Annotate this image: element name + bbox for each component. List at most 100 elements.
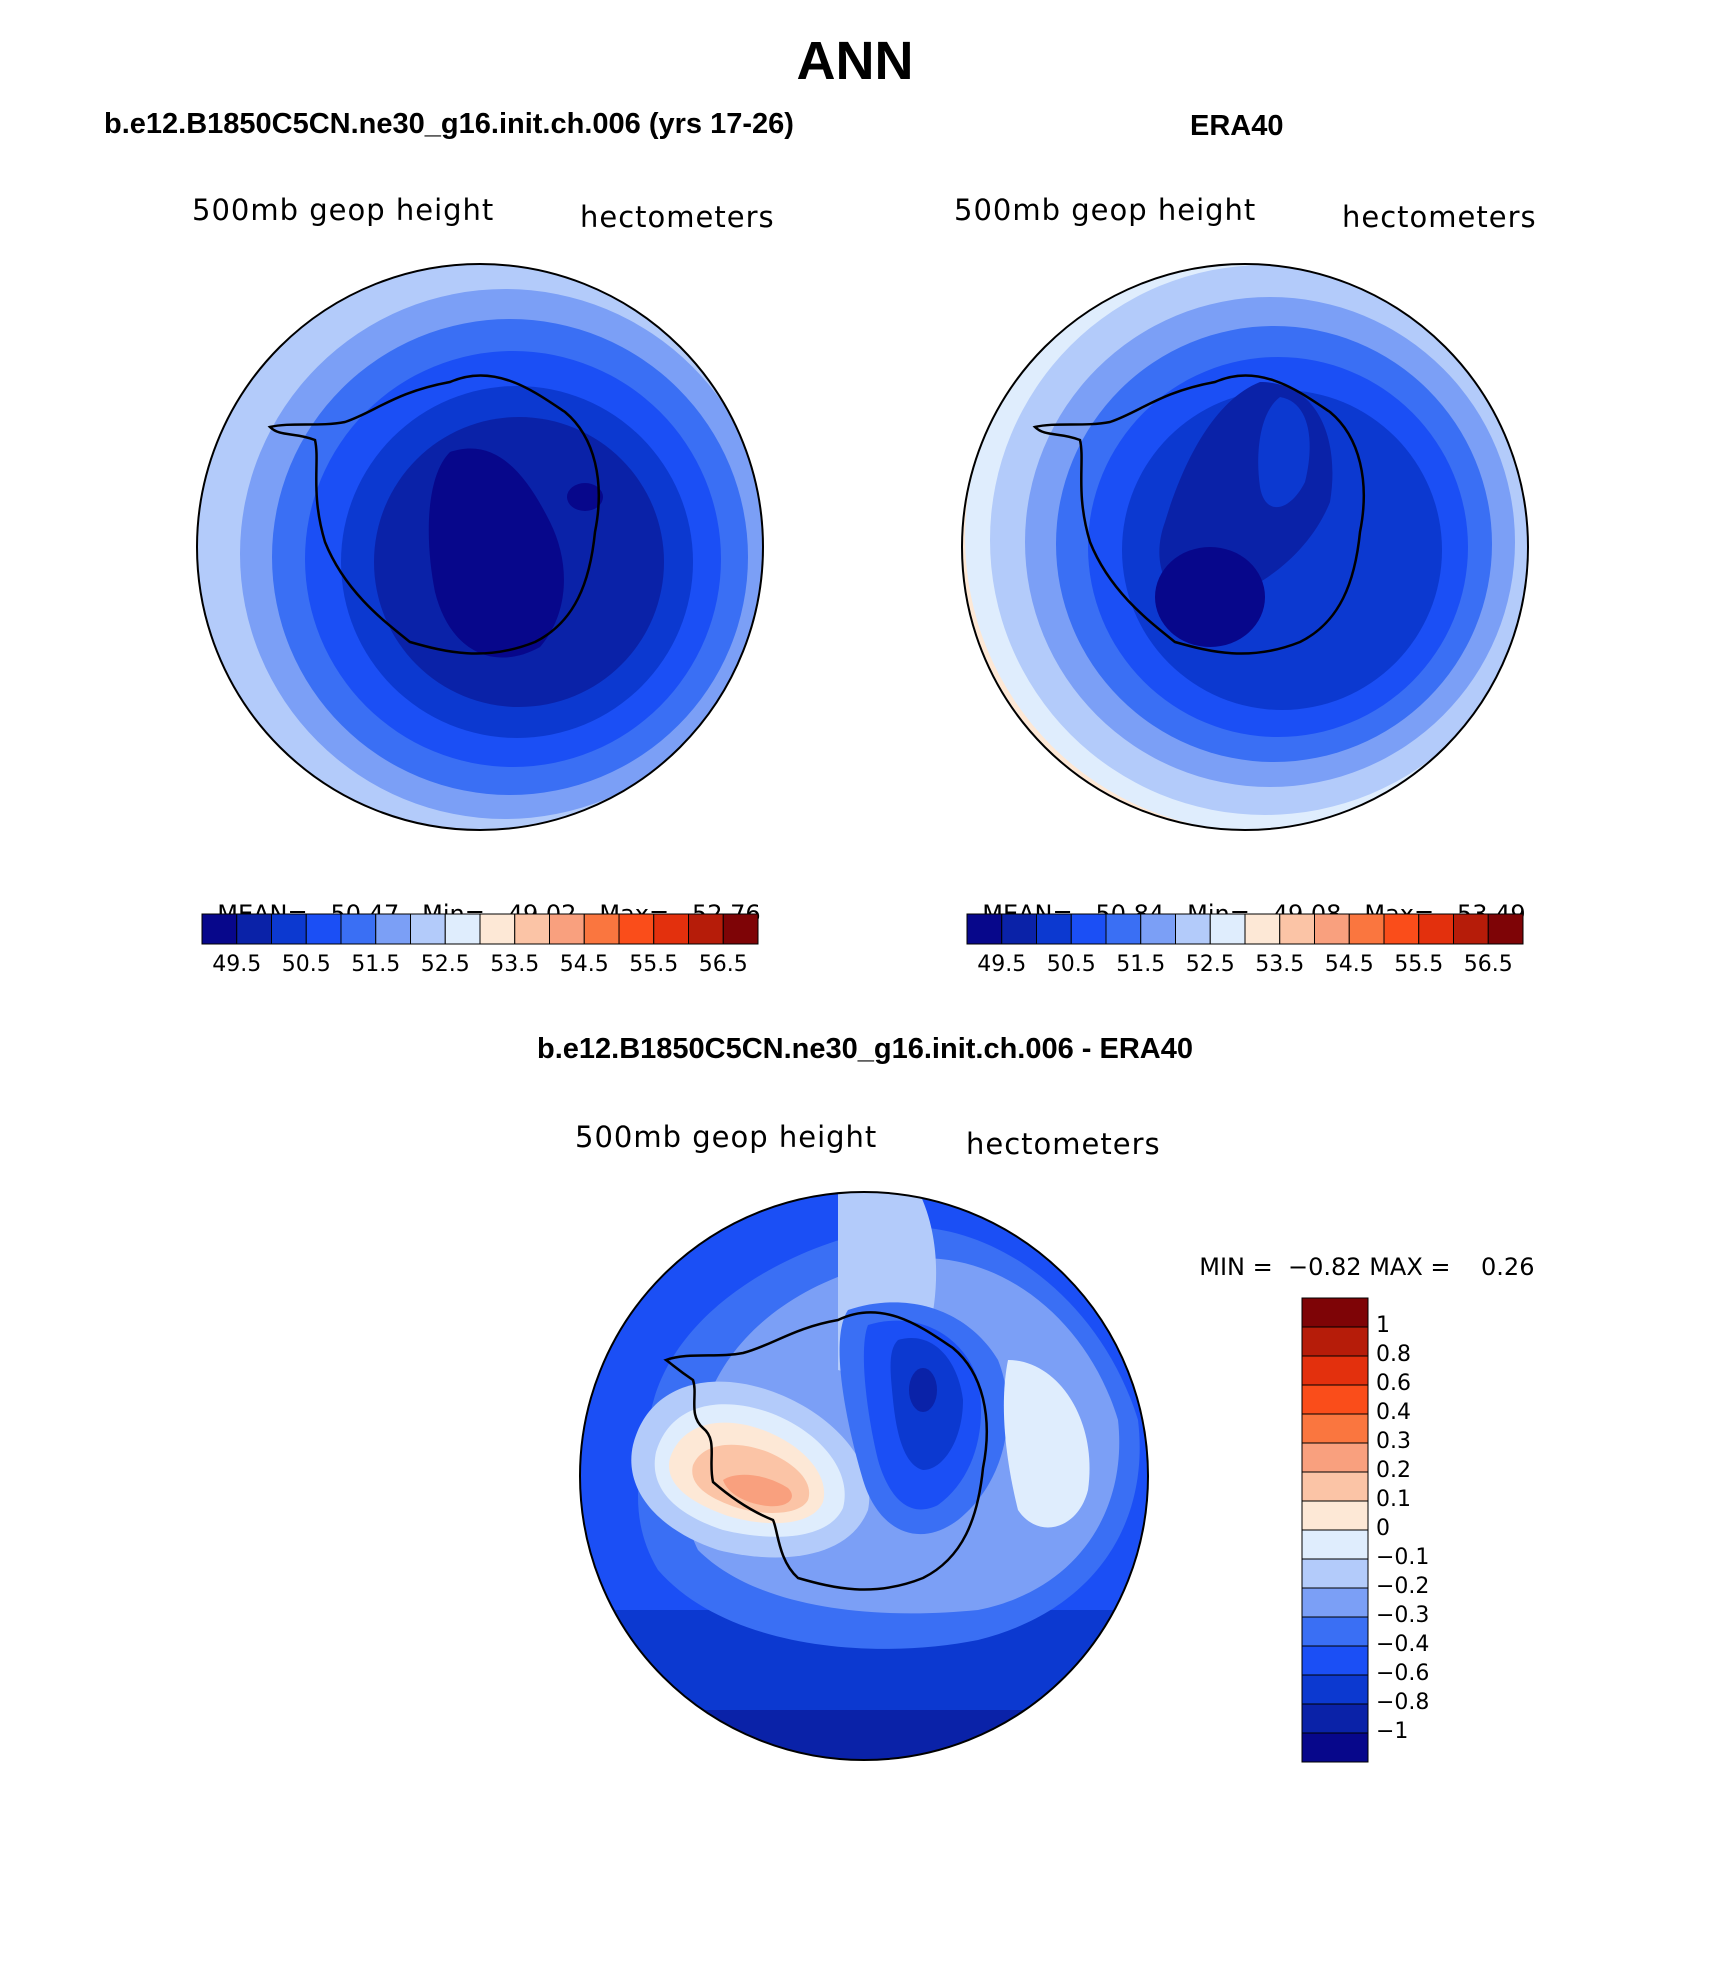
colorbar-swatch: [1175, 913, 1211, 945]
colorbar-swatch: [1301, 1558, 1369, 1589]
colorbar-tick-label: 50.5: [281, 952, 331, 977]
colorbar-era40-ticks: 49.5 50.5 51.5 52.5 53.5 54.5 55.5 56.5: [967, 952, 1523, 982]
colorbar-tick-label: −0.6: [1376, 1661, 1430, 1686]
colorbar-tick-label: 0.2: [1376, 1458, 1411, 1483]
panel-left-variable: 500mb geop height: [192, 193, 495, 227]
panel-right-title: ERA40: [1190, 110, 1284, 142]
main-title: ANN: [796, 31, 914, 91]
colorbar-swatch: [271, 913, 307, 945]
difference-units: hectometers: [966, 1127, 1161, 1161]
colorbar-swatch: [340, 913, 377, 945]
colorbar-swatch: [1301, 1384, 1369, 1415]
colorbar-tick-label: 54.5: [1324, 952, 1374, 977]
colorbar-tick-label: 56.5: [1463, 952, 1513, 977]
colorbar-swatch: [1279, 913, 1315, 945]
colorbar-model: [201, 913, 759, 945]
colorbar-tick-label: 56.5: [698, 952, 748, 977]
colorbar-swatch: [722, 913, 759, 945]
min-label: MIN =: [1199, 1253, 1273, 1281]
colorbar-swatch: [1301, 1355, 1369, 1386]
max-label: MAX =: [1369, 1253, 1451, 1281]
panel-right-variable: 500mb geop height: [954, 193, 1257, 227]
colorbar-tick-label: −0.2: [1376, 1574, 1430, 1599]
colorbar-tick-label: 0: [1376, 1516, 1390, 1541]
colorbar-swatch: [1453, 913, 1489, 945]
colorbar-tick-label: 51.5: [1116, 952, 1166, 977]
colorbar-tick-label: 0.3: [1376, 1429, 1411, 1454]
colorbar-swatch: [1301, 1616, 1369, 1647]
colorbar-swatch: [1383, 913, 1420, 945]
colorbar-swatch: [653, 913, 689, 945]
colorbar-swatch: [1301, 1587, 1369, 1618]
colorbar-swatch: [1301, 1645, 1369, 1676]
colorbar-tick-label: −0.8: [1376, 1690, 1430, 1715]
colorbar-swatch: [1301, 1732, 1369, 1763]
colorbar-swatch: [688, 913, 724, 945]
colorbar-tick-label: 50.5: [1046, 952, 1096, 977]
colorbar-swatch: [1070, 913, 1107, 945]
colorbar-swatch: [1140, 913, 1176, 945]
colorbar-tick-label: 53.5: [490, 952, 540, 977]
colorbar-swatch: [618, 913, 655, 945]
min-value: −0.82: [1288, 1253, 1362, 1281]
colorbar-tick-label: 0.4: [1376, 1400, 1411, 1425]
colorbar-swatch: [514, 913, 550, 945]
colorbar-swatch: [1301, 1326, 1369, 1357]
coastline: [1032, 374, 1365, 655]
colorbar-swatch: [1301, 1297, 1369, 1328]
colorbar-swatch: [201, 913, 238, 945]
colorbar-swatch: [1209, 913, 1246, 945]
colorbar-model-ticks: 49.5 50.5 51.5 52.5 53.5 54.5 55.5 56.5: [202, 952, 758, 982]
colorbar-tick-label: 0.1: [1376, 1487, 1411, 1512]
colorbar-swatch: [1244, 913, 1281, 945]
colorbar-swatch: [966, 913, 1003, 945]
colorbar-swatch: [1301, 1471, 1369, 1502]
colorbar-swatch: [1418, 913, 1454, 945]
colorbar-tick-label: 0.6: [1376, 1371, 1411, 1396]
colorbar-swatch: [1301, 1529, 1369, 1560]
colorbar-swatch: [236, 913, 272, 945]
colorbar-swatch: [1301, 1413, 1369, 1444]
difference-variable: 500mb geop height: [575, 1120, 878, 1154]
colorbar-tick-label: 49.5: [212, 952, 262, 977]
colorbar-tick-label: 53.5: [1255, 952, 1305, 977]
colorbar-tick-label: 55.5: [1394, 952, 1444, 977]
map-era40: [961, 263, 1529, 831]
colorbar-era40: [966, 913, 1524, 945]
colorbar-difference-ticks: 1 0.8 0.6 0.4 0.3 0.2 0.1 0 −0.1 −0.2 −0.3 −0.4 −0.6…: [1376, 1298, 1456, 1762]
panel-left-title: b.e12.B1850C5CN.ne30_g16.init.ch.006 (yr…: [104, 108, 794, 140]
colorbar-tick-label: 52.5: [420, 952, 470, 977]
colorbar-swatch: [1487, 913, 1524, 945]
panel-right-units: hectometers: [1342, 200, 1537, 234]
colorbar-swatch: [1301, 1703, 1369, 1734]
colorbar-swatch: [1105, 913, 1142, 945]
colorbar-swatch: [1301, 1442, 1369, 1473]
colorbar-tick-label: −0.3: [1376, 1603, 1430, 1628]
max-value: 0.26: [1481, 1253, 1535, 1281]
colorbar-tick-label: 52.5: [1185, 952, 1235, 977]
difference-title: b.e12.B1850C5CN.ne30_g16.init.ch.006 - E…: [536, 1033, 1194, 1065]
colorbar-swatch: [1348, 913, 1385, 945]
colorbar-swatch: [1001, 913, 1037, 945]
colorbar-swatch: [549, 913, 585, 945]
colorbar-swatch: [1301, 1500, 1369, 1531]
colorbar-swatch: [305, 913, 342, 945]
colorbar-swatch: [583, 913, 620, 945]
colorbar-tick-label: 1: [1376, 1313, 1390, 1338]
colorbar-swatch: [1301, 1674, 1369, 1705]
colorbar-tick-label: 54.5: [559, 952, 609, 977]
colorbar-tick-label: −1: [1376, 1719, 1409, 1744]
colorbar-swatch: [375, 913, 411, 945]
coastline: [663, 1311, 988, 1591]
map-difference: [579, 1191, 1149, 1761]
difference-minmax: MIN = −0.82 MAX = 0.26: [1184, 1225, 1534, 1281]
map-model: [196, 263, 764, 831]
colorbar-swatch: [410, 913, 446, 945]
colorbar-tick-label: −0.4: [1376, 1632, 1430, 1657]
colorbar-swatch: [479, 913, 516, 945]
coastline: [267, 374, 600, 655]
colorbar-tick-label: 0.8: [1376, 1342, 1411, 1367]
panel-left-units: hectometers: [580, 200, 775, 234]
colorbar-difference: [1301, 1297, 1369, 1763]
colorbar-tick-label: −0.1: [1376, 1545, 1430, 1570]
